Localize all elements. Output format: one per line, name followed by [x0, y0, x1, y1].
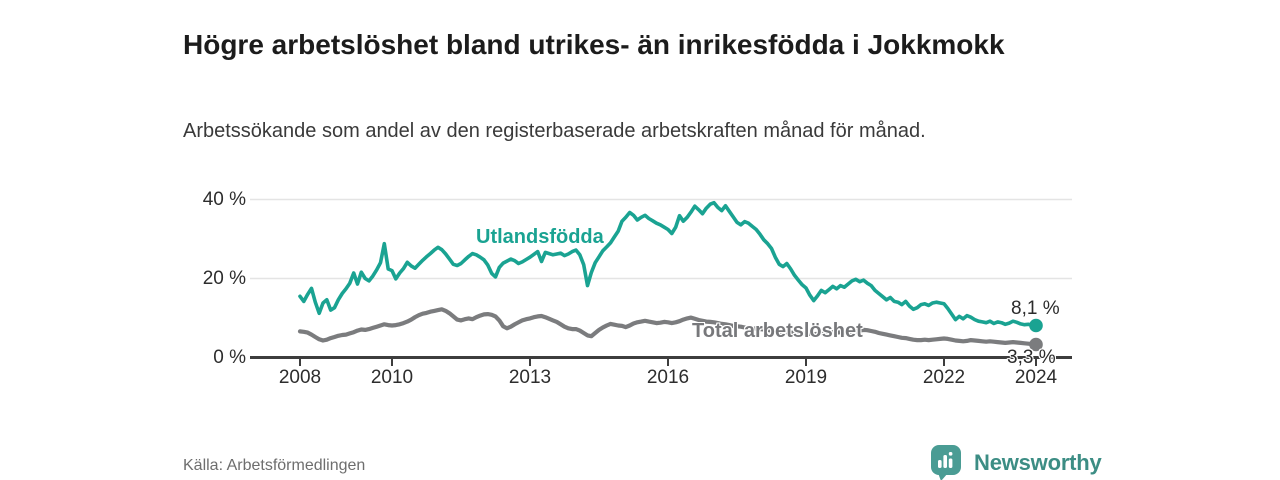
x-axis-tick-2024: 2024: [1014, 367, 1058, 388]
y-axis-tick-20: 20 %: [202, 267, 246, 289]
chart-subtitle: Arbetssökande som andel av den registerb…: [183, 120, 926, 142]
newsworthy-icon: [931, 445, 961, 480]
end-value-total: 3,3 %: [1007, 347, 1056, 368]
x-axis-tick-2008: 2008: [278, 367, 322, 388]
series-label-utlandsfodda: Utlandsfödda: [476, 226, 604, 248]
brand-name: Newsworthy: [974, 449, 1102, 475]
end-value-utlandsfodda: 8,1 %: [1011, 298, 1060, 319]
x-axis-tick-2019: 2019: [784, 367, 828, 388]
y-axis-tick-0: 0 %: [213, 346, 246, 368]
x-axis-tick-2016: 2016: [646, 367, 690, 388]
source-text: Källa: Arbetsförmedlingen: [183, 457, 366, 474]
y-axis-tick-40: 40 %: [202, 188, 246, 210]
brand-logo: Newsworthy: [929, 444, 1102, 480]
x-axis-tick-2022: 2022: [922, 367, 966, 388]
x-axis-tick-2010: 2010: [370, 367, 414, 388]
page-title: Högre arbetslöshet bland utrikes- än inr…: [183, 28, 1005, 60]
series-label-total-arbetsloshet: Total arbetslöshet: [692, 320, 863, 342]
x-axis-tick-2013: 2013: [508, 367, 552, 388]
